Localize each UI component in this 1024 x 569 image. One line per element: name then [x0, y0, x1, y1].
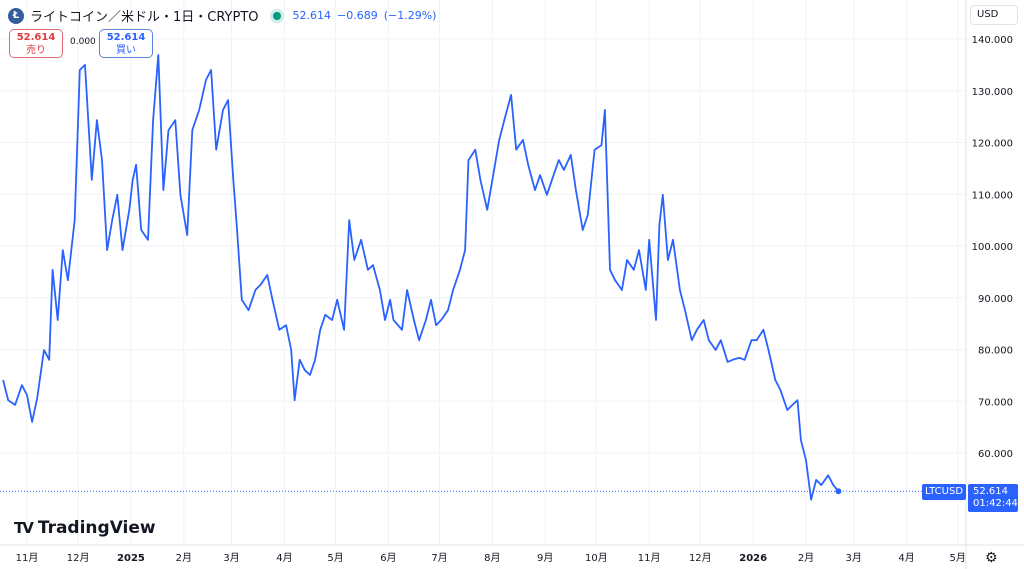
x-tick-label: 11月 [638, 552, 661, 564]
x-tick-label: 4月 [898, 552, 914, 564]
x-tick-label: 10月 [585, 552, 608, 564]
tradingview-logo[interactable]: TV TradingView [14, 518, 156, 538]
price-line [2, 54, 840, 501]
sell-price: 52.614 [16, 32, 56, 43]
x-tick-label: 7月 [431, 552, 447, 564]
x-tick-label: 2025 [117, 553, 145, 564]
last-price-label: 52.614 01:42:44 [968, 484, 1018, 512]
x-tick-label: 2月 [176, 552, 192, 564]
symbol-header[interactable]: Ł ライトコイン／米ドル・1日・CRYPTO 52.614 −0.689 (−1… [8, 6, 436, 25]
x-tick-label: 12月 [67, 552, 90, 564]
x-tick-label: 3月 [223, 552, 239, 564]
market-status-icon [272, 11, 281, 20]
x-tick-label: 4月 [276, 552, 292, 564]
last-price: 52.614 [292, 9, 332, 22]
buy-price: 52.614 [106, 32, 146, 43]
spread: 0.000 [70, 37, 96, 47]
y-tick-label: 60.000 [978, 449, 1013, 460]
settings-gear-icon[interactable]: ⚙ [985, 550, 998, 566]
x-tick-label: 8月 [484, 552, 500, 564]
buy-label: 買い [116, 45, 136, 56]
y-tick-label: 100.000 [972, 242, 1013, 253]
y-tick-label: 80.000 [978, 346, 1013, 357]
sell-button[interactable]: 52.614 売り [9, 29, 63, 58]
bar-countdown: 01:42:44 [973, 498, 1018, 509]
price-change: −0.689 [337, 9, 378, 22]
y-tick-label: 140.000 [972, 35, 1013, 46]
y-tick-label: 130.000 [972, 87, 1013, 98]
x-tick-label: 5月 [327, 552, 343, 564]
x-tick-label: 9月 [537, 552, 553, 564]
symbol-label: LTCUSD [922, 484, 966, 500]
tradingview-mark-icon: TV [14, 519, 34, 537]
x-tick-label: 3月 [846, 552, 862, 564]
y-tick-label: 110.000 [972, 190, 1013, 201]
y-tick-label: 120.000 [972, 139, 1013, 150]
price-change-pct: (−1.29%) [383, 9, 437, 22]
buy-button[interactable]: 52.614 買い [99, 29, 153, 58]
litecoin-logo-icon: Ł [8, 7, 24, 24]
x-tick-label: 12月 [689, 552, 712, 564]
last-price-value: 52.614 [973, 486, 1008, 497]
brand-name: TradingView [37, 518, 156, 538]
x-tick-label: 2026 [739, 553, 767, 564]
currency-button[interactable]: USD [970, 5, 1018, 25]
x-tick-label: 2月 [798, 552, 814, 564]
x-tick-label: 11月 [16, 552, 39, 564]
last-price-dot [835, 488, 842, 495]
sell-label: 売り [26, 45, 46, 56]
x-tick-label: 6月 [380, 552, 396, 564]
y-tick-label: 90.000 [978, 294, 1013, 305]
x-tick-label: 5月 [950, 552, 966, 564]
y-tick-label: 70.000 [978, 397, 1013, 408]
symbol-title[interactable]: ライトコイン／米ドル・1日・CRYPTO [30, 10, 259, 25]
